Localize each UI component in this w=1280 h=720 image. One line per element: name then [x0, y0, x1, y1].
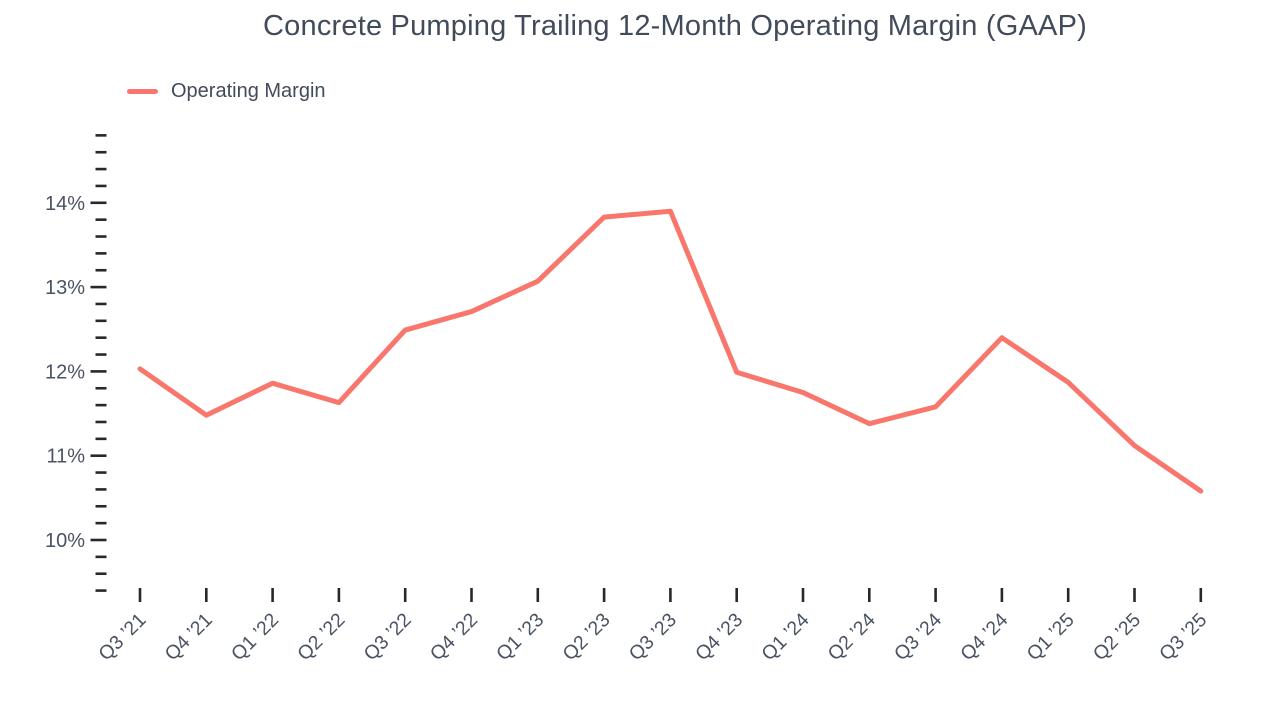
x-tick-label: Q2 ’24: [824, 609, 880, 665]
y-tick-label: 10%: [45, 530, 85, 552]
y-tick-label: 12%: [45, 361, 85, 383]
legend: Operating Margin: [127, 80, 326, 103]
x-tick-label: Q3 ’22: [360, 609, 416, 665]
x-tick-label: Q3 ’23: [625, 609, 681, 665]
y-tick-label: 13%: [45, 277, 85, 299]
x-tick-label: Q4 ’22: [426, 609, 482, 665]
operating-margin-line: [137, 208, 1204, 494]
x-tick-label: Q1 ’23: [492, 609, 548, 665]
x-tick-label: Q1 ’24: [757, 609, 813, 665]
x-tick-label: Q1 ’25: [1023, 609, 1079, 665]
x-tick-label: Q1 ’22: [227, 609, 283, 665]
x-tick-label: Q3 ’21: [94, 609, 150, 665]
legend-item-label: Operating Margin: [171, 80, 326, 102]
x-tick-label: Q4 ’24: [956, 609, 1012, 665]
x-tick-label: Q3 ’25: [1155, 609, 1211, 665]
x-tick-label: Q2 ’23: [558, 609, 614, 665]
y-tick-label: 11%: [46, 446, 85, 468]
x-tick-label: Q4 ’23: [691, 609, 747, 665]
x-tick-label: Q2 ’25: [1089, 609, 1145, 665]
x-tick-label: Q4 ’21: [161, 609, 217, 665]
x-tick-label: Q2 ’22: [293, 609, 349, 665]
y-tick-label: 14%: [45, 193, 85, 215]
x-tick-label: Q3 ’24: [890, 609, 946, 665]
chart-title: Concrete Pumping Trailing 12-Month Opera…: [263, 10, 1087, 42]
legend-line-swatch: [127, 89, 158, 94]
